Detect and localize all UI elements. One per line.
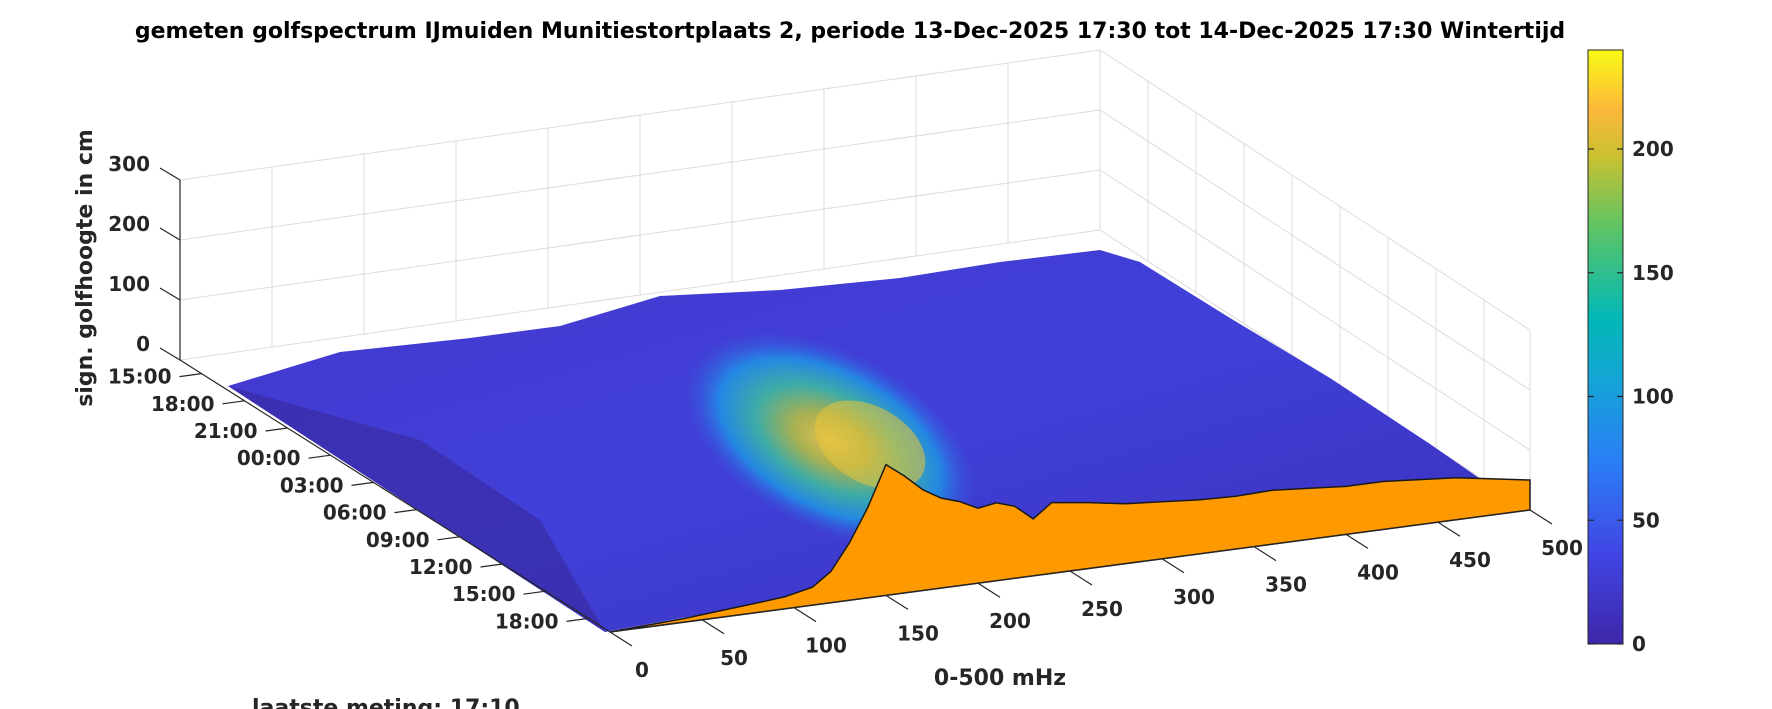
latest-slice (609, 463, 1531, 633)
chart-title: gemeten golfspectrum IJmuiden Munitiesto… (135, 19, 1565, 44)
x-axis-label: 0-500 mHz (934, 666, 1066, 691)
x-tick-label: 50 (720, 646, 748, 670)
x-tick-mark (1345, 533, 1369, 549)
time-tick-mark (566, 617, 589, 622)
z-axis: 300 200 100 0 sign. golfhoogte in cm (73, 129, 181, 407)
x-tick-mark (1529, 509, 1553, 525)
time-tick-mark (222, 400, 245, 405)
x-tick-label: 400 (1357, 560, 1399, 584)
x-tick-label: 100 (805, 634, 847, 658)
latest-measurement: laatste meting: 17:10 (252, 696, 520, 709)
time-axis: 15:00 18:00 21:00 00:00 03:00 06:00 09:00 12:00… (108, 359, 611, 633)
z-tick-100: 100 (108, 272, 150, 296)
x-tick-mark (1253, 546, 1277, 562)
x-tick-mark (609, 631, 633, 647)
x-tick-mark (885, 594, 909, 610)
colorbar: 0 50 100 150 200 (1587, 49, 1674, 656)
colorbar-tick-label: 150 (1632, 261, 1674, 285)
x-tick-label: 0 (635, 658, 649, 682)
time-tick-mark (308, 454, 331, 459)
colorbar-tick-label: 0 (1632, 632, 1646, 656)
x-tick-mark (1069, 570, 1093, 586)
time-tick-label: 00:00 (237, 446, 301, 470)
z-tick-300: 300 (108, 152, 150, 176)
time-tick-mark (523, 590, 546, 595)
x-tick-label: 200 (989, 609, 1031, 633)
x-tick-mark (701, 619, 725, 635)
time-tick-mark (480, 563, 503, 568)
x-tick-label: 500 (1541, 536, 1583, 560)
time-tick-mark (394, 509, 417, 514)
x-tick-label: 250 (1081, 597, 1123, 621)
time-tick-mark (179, 373, 202, 378)
x-tick-label: 350 (1265, 573, 1307, 597)
x-tick-mark (1437, 521, 1461, 537)
x-tick-mark (793, 607, 817, 623)
time-tick-label: 06:00 (323, 501, 387, 525)
time-tick-mark (265, 427, 288, 432)
time-tick-mark (437, 536, 460, 541)
x-tick-label: 450 (1449, 548, 1491, 572)
time-tick-label: 09:00 (366, 528, 430, 552)
time-tick-label: 21:00 (194, 419, 258, 443)
x-tick-mark (1161, 558, 1185, 574)
colorbar-tick-label: 200 (1632, 137, 1674, 161)
time-tick-label: 18:00 (495, 609, 559, 633)
time-tick-mark (351, 481, 374, 486)
time-tick-label: 18:00 (151, 392, 215, 416)
time-tick-label: 15:00 (452, 582, 516, 606)
x-tick-label: 150 (897, 621, 939, 645)
time-tick-label: 03:00 (280, 473, 344, 497)
frequency-axis: 0 50 100 150 200 250 300 350 400 450 500 0-500 mHz (609, 509, 1583, 691)
z-tick-200: 200 (108, 212, 150, 236)
z-axis-label: sign. golfhoogte in cm (73, 129, 98, 407)
colorbar-tick-label: 50 (1632, 508, 1660, 532)
time-tick-label: 15:00 (108, 365, 172, 389)
x-tick-label: 300 (1173, 585, 1215, 609)
time-tick-label: 12:00 (409, 555, 473, 579)
x-tick-mark (977, 582, 1001, 598)
z-tick-0: 0 (136, 332, 150, 356)
colorbar-tick-label: 100 (1632, 385, 1674, 409)
